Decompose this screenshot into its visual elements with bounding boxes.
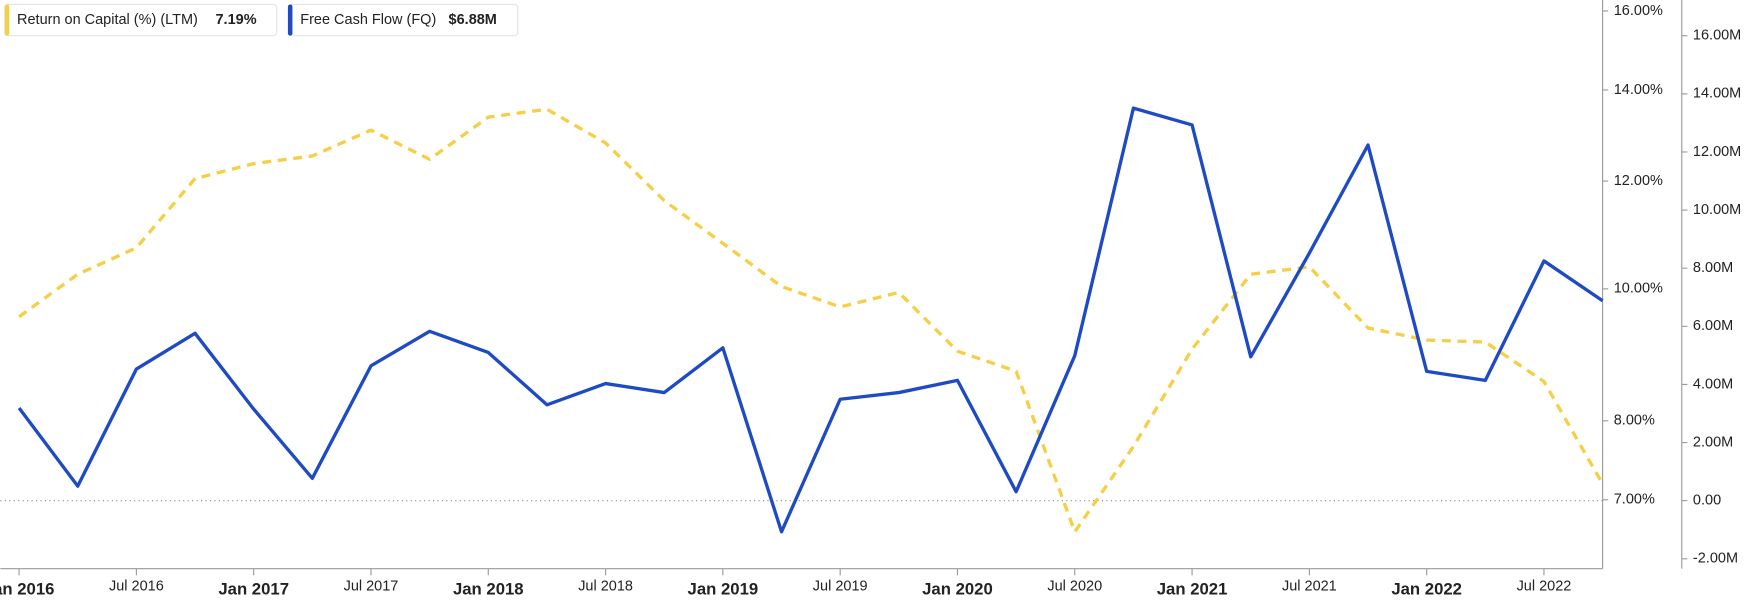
x-tick-label: Jan 2021 xyxy=(1157,579,1228,598)
series-line xyxy=(17,106,1604,534)
x-tick-label: Jul 2019 xyxy=(813,578,868,594)
x-tick-label: Jan 2022 xyxy=(1391,579,1462,598)
x-tick-label: Jan 2016 xyxy=(0,579,54,598)
x-tick-label: Jan 2020 xyxy=(922,579,993,598)
y2-tick-label: 2.00M xyxy=(1693,434,1733,450)
series-line xyxy=(18,107,1605,534)
y2-tick-label: 8.00M xyxy=(1693,260,1733,276)
y2-tick-label: 12.00M xyxy=(1693,144,1741,160)
y-tick-label: 16.00% xyxy=(1614,3,1663,19)
y2-tick-label: -2.00M xyxy=(1693,551,1738,567)
x-tick-label: Jul 2021 xyxy=(1282,578,1337,594)
legend-label: Return on Capital (%) (LTM) xyxy=(17,12,198,28)
x-tick-label: Jul 2017 xyxy=(344,578,399,594)
y-tick-label: 8.00% xyxy=(1614,413,1655,429)
y2-tick-label: 4.00M xyxy=(1693,376,1733,392)
legend-value: $6.88M xyxy=(449,12,497,28)
y2-tick-label: 16.00M xyxy=(1693,28,1741,44)
x-tick-label: Jan 2017 xyxy=(218,579,289,598)
y2-tick-label: 14.00M xyxy=(1693,86,1741,102)
y-tick-label: 10.00% xyxy=(1614,281,1663,297)
y2-tick-label: 0.00 xyxy=(1693,492,1721,508)
x-tick-label: Jan 2019 xyxy=(688,579,759,598)
x-tick-label: Jul 2018 xyxy=(578,578,633,594)
x-tick-label: Jul 2022 xyxy=(1517,578,1572,594)
y-tick-label: 7.00% xyxy=(1614,492,1655,508)
y2-tick-label: 6.00M xyxy=(1693,318,1733,334)
x-tick-label: Jul 2016 xyxy=(109,578,164,594)
legend-swatch xyxy=(4,4,10,36)
legend-value: 7.19% xyxy=(216,12,257,28)
x-tick-label: Jul 2020 xyxy=(1047,578,1102,594)
legend: Return on Capital (%) (LTM) 7.19% Free C… xyxy=(4,3,519,37)
legend-swatch xyxy=(287,4,293,36)
y2-tick-label: 10.00M xyxy=(1693,202,1741,218)
y-tick-label: 12.00% xyxy=(1614,173,1663,189)
legend-label: Free Cash Flow (FQ) xyxy=(300,12,436,28)
y-tick-label: 14.00% xyxy=(1614,82,1663,98)
x-tick-label: Jan 2018 xyxy=(453,579,524,598)
